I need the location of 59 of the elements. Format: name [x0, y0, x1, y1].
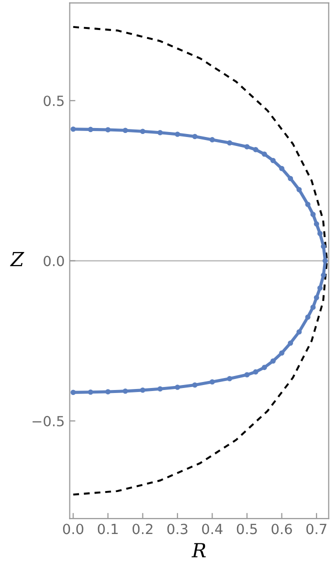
point	[157, 386, 163, 392]
point	[310, 304, 316, 310]
point	[317, 285, 323, 291]
point	[88, 126, 94, 132]
line-series	[72, 26, 328, 496]
point	[210, 137, 215, 142]
x-tick-label: 0.0	[63, 524, 84, 534]
point	[192, 382, 198, 388]
point	[262, 364, 268, 370]
point	[296, 187, 302, 192]
point	[305, 202, 310, 208]
point	[70, 390, 76, 396]
point	[192, 134, 198, 140]
x-tick-label: 0.4	[202, 524, 222, 534]
point	[244, 372, 250, 378]
point	[305, 314, 310, 320]
point	[174, 132, 180, 137]
x-tick-label: 0.6	[272, 524, 292, 534]
point	[279, 166, 284, 172]
x-tick-label: 0.5	[236, 524, 257, 534]
point	[320, 272, 326, 278]
y-tick-label: −0.5	[32, 416, 64, 426]
point	[226, 140, 232, 146]
point	[140, 388, 146, 393]
x-tick-label: 0.7	[306, 524, 326, 534]
point	[253, 369, 258, 375]
point	[288, 340, 294, 346]
y-tick-label: 0.5	[44, 96, 64, 106]
point	[270, 358, 276, 364]
point	[270, 158, 276, 164]
point	[88, 389, 94, 395]
point	[105, 389, 111, 394]
point	[226, 376, 232, 382]
point	[140, 128, 146, 134]
point	[70, 126, 76, 132]
point	[322, 258, 328, 264]
point	[122, 388, 128, 394]
point	[157, 130, 163, 136]
x-tick-label: 0.3	[167, 524, 188, 534]
point	[317, 230, 323, 236]
point	[314, 221, 320, 227]
point	[105, 127, 111, 132]
x-tick-label: 0.1	[98, 524, 118, 534]
x-axis-title: R	[192, 543, 206, 558]
point	[320, 244, 326, 249]
y-axis-title: Z	[10, 252, 24, 266]
point	[314, 294, 320, 300]
point	[210, 379, 215, 384]
point	[310, 212, 316, 217]
point	[296, 329, 302, 335]
point	[279, 350, 284, 356]
point	[288, 176, 294, 182]
point	[244, 144, 250, 150]
point	[253, 146, 258, 152]
point	[174, 384, 180, 390]
point	[262, 151, 268, 157]
x-tick-label: 0.2	[132, 524, 152, 534]
point	[122, 128, 128, 134]
y-tick-label: 0.0	[44, 256, 64, 266]
